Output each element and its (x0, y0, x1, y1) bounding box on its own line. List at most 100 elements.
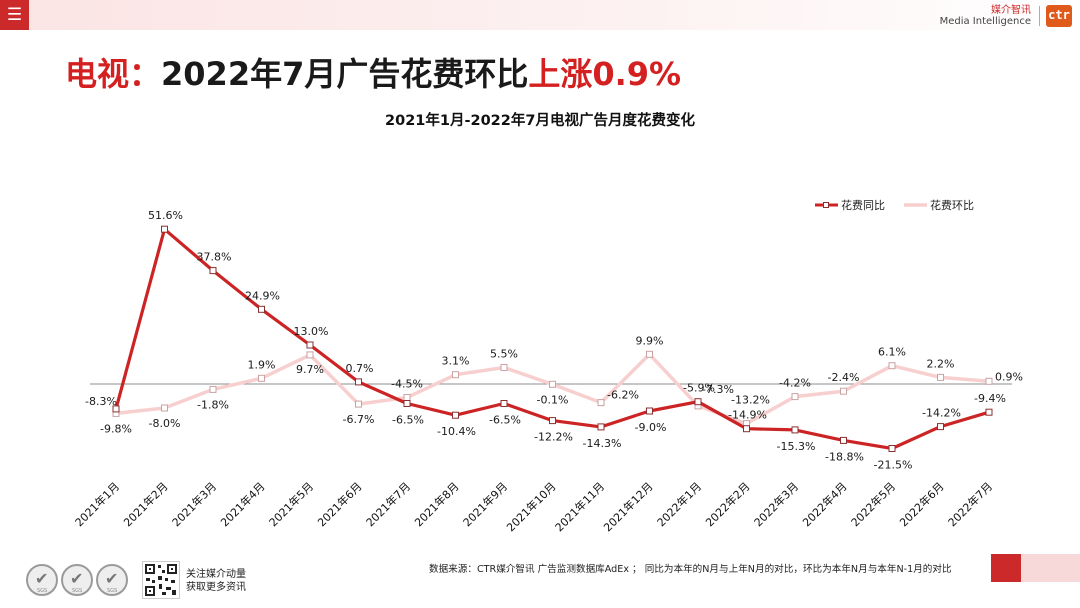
data-point-mom (937, 373, 944, 381)
data-label-mom: 5.5% (490, 348, 518, 361)
page-title-part2: 2022年7月广告花费环比 (161, 55, 529, 93)
x-tick-label: 2021年6月 (314, 479, 364, 529)
x-tick-label: 2021年8月 (411, 479, 461, 529)
data-point-mom (403, 394, 411, 401)
data-point-mom (549, 380, 556, 388)
data-label-yoy: -14.3% (583, 437, 622, 450)
data-point-yoy (549, 417, 556, 425)
data-label-mom: -8.0% (149, 417, 181, 430)
data-point-mom (209, 385, 217, 393)
x-tick-label: 2022年3月 (751, 479, 801, 529)
data-point-yoy (985, 408, 993, 416)
data-point-yoy (355, 378, 362, 386)
data-label-yoy: 0.7% (346, 362, 374, 375)
data-label-mom: 0.9% (995, 370, 1023, 383)
logo-cn-text: 媒介智讯 (991, 5, 1031, 16)
sgs-badge-icon: SGS (26, 564, 58, 596)
data-label-mom: -4.2% (779, 377, 811, 390)
data-label-mom: 6.1% (878, 346, 906, 359)
data-label-yoy: -14.2% (922, 407, 961, 420)
data-label-yoy: 51.6% (148, 209, 183, 222)
data-point-yoy (306, 341, 314, 349)
data-label-mom: -0.1% (537, 393, 569, 406)
data-point-mom (452, 371, 459, 379)
data-point-mom (646, 350, 653, 358)
data-label-yoy: -18.8% (825, 450, 864, 463)
data-label-yoy: -6.5% (392, 414, 424, 427)
x-tick-label: 2022年2月 (702, 479, 752, 529)
x-tick-label: 2021年7月 (363, 479, 413, 529)
qr-code-icon (142, 561, 180, 599)
data-point-mom (597, 399, 605, 407)
footer-pink-block (1021, 554, 1080, 582)
data-point-mom (258, 374, 265, 382)
x-tick-label: 2022年5月 (848, 479, 898, 529)
page-title-part3: 上涨0.9% (528, 55, 682, 93)
data-point-mom (985, 377, 993, 385)
x-tick-label: 2021年1月 (72, 479, 122, 529)
data-point-yoy (694, 398, 702, 406)
sgs-badge-label: SGS (107, 588, 118, 594)
data-point-yoy (937, 423, 944, 431)
data-point-mom (888, 362, 896, 370)
data-point-mom (355, 400, 362, 408)
x-tick-label: 2021年10月 (503, 479, 558, 534)
data-label-yoy: -10.4% (437, 425, 476, 438)
data-label-yoy: -5.9% (683, 382, 715, 395)
sgs-badge-icon: SGS (96, 564, 128, 596)
data-point-yoy (791, 426, 799, 434)
data-label-yoy: 24.9% (245, 289, 280, 302)
data-point-mom (306, 351, 314, 359)
legend-label-mom: 花费环比 (930, 199, 974, 212)
footer-red-block (991, 554, 1021, 582)
data-label-mom: -1.8% (197, 398, 229, 411)
data-label-mom: -13.2% (731, 394, 770, 407)
data-label-mom: -9.8% (100, 422, 132, 435)
top-bar (0, 0, 1080, 30)
x-tick-label: 2021年11月 (552, 479, 607, 534)
data-label-yoy: -14.9% (728, 409, 767, 422)
data-point-yoy (646, 407, 653, 415)
data-point-yoy (403, 400, 411, 407)
data-label-mom: 9.9% (636, 334, 664, 347)
x-tick-label: 2022年4月 (799, 479, 849, 529)
menu-button[interactable]: ☰ (0, 0, 29, 30)
data-label-mom: -6.2% (607, 389, 639, 402)
ctr-logo: 媒介智讯 Media Intelligence ctr (940, 4, 1072, 28)
data-point-yoy (500, 400, 508, 407)
data-label-mom: 1.9% (248, 358, 276, 371)
data-point-yoy (112, 405, 120, 413)
data-label-mom: 9.7% (296, 363, 324, 376)
data-label-mom: -2.4% (828, 371, 860, 384)
data-label-yoy: -9.4% (974, 392, 1006, 405)
x-tick-label: 2022年6月 (896, 479, 946, 529)
data-point-yoy (258, 305, 265, 313)
data-label-yoy: 37.8% (197, 251, 232, 264)
data-source-note: 数据来源：CTR媒介智讯 广告监测数据库AdEx ； 同比为本年的N月与上年N月… (429, 564, 952, 575)
chart-title: 2021年1月-2022年7月电视广告月度花费变化 (385, 111, 695, 129)
legend-marker-yoy (823, 202, 829, 208)
hamburger-icon: ☰ (6, 5, 23, 25)
data-label-yoy: -6.5% (489, 414, 521, 427)
x-tick-label: 2021年2月 (120, 479, 170, 529)
follow-line1: 关注媒介动量 (186, 569, 246, 580)
certification-badges: SGS SGS SGS (26, 564, 128, 596)
page-title-part1: 电视： (65, 55, 162, 93)
sgs-badge-label: SGS (72, 588, 83, 594)
data-label-yoy: -21.5% (874, 459, 913, 472)
data-point-mom (500, 364, 508, 371)
follow-text: 关注媒介动量 获取更多资讯 (186, 568, 246, 594)
x-tick-label: 2022年1月 (654, 479, 704, 529)
data-point-yoy (209, 267, 217, 275)
logo-en-text: Media Intelligence (939, 16, 1031, 27)
series-line-yoy (114, 227, 991, 451)
data-point-yoy (888, 445, 896, 452)
x-tick-label: 2021年5月 (266, 479, 316, 529)
data-label-yoy: -15.3% (777, 440, 816, 453)
data-label-yoy: -8.3% (85, 395, 117, 408)
data-point-mom (161, 404, 168, 412)
sgs-badge-icon: SGS (61, 564, 93, 596)
data-point-mom (791, 393, 799, 401)
data-label-mom: 3.1% (442, 355, 470, 368)
data-label-mom: -6.7% (343, 413, 375, 426)
